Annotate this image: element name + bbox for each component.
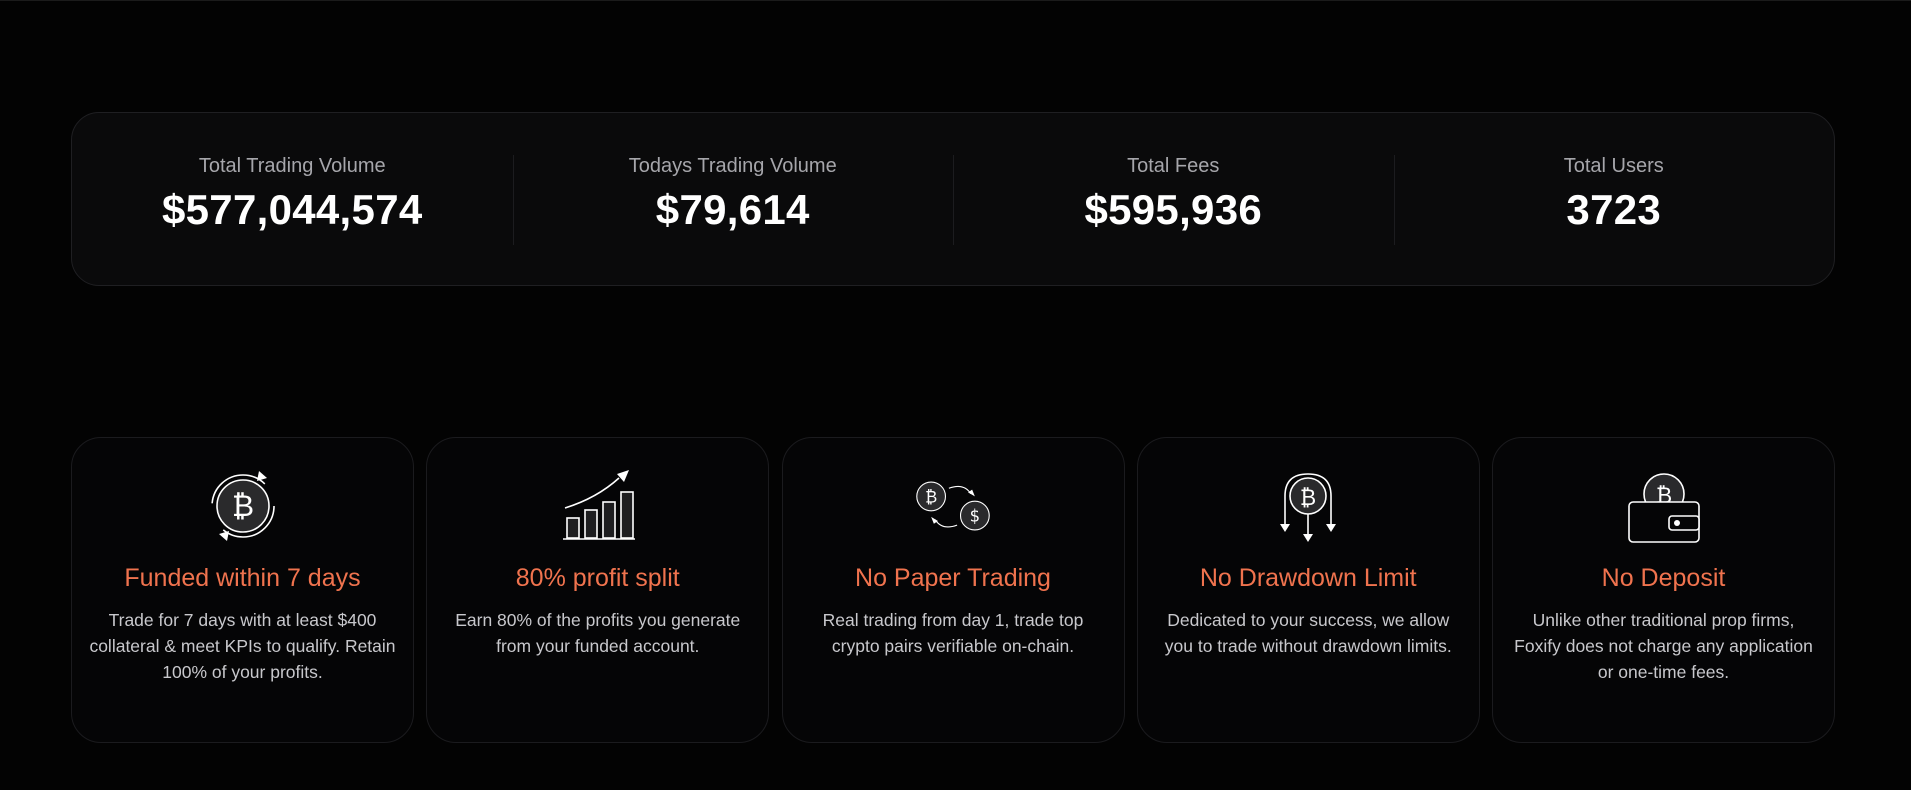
stat-value: $595,936 bbox=[1084, 185, 1263, 233]
stat-total-trading-volume: Total Trading Volume $577,044,574 bbox=[72, 113, 513, 285]
stats-panel: Total Trading Volume $577,044,574 Todays… bbox=[71, 112, 1835, 286]
feature-card-no-deposit: ₿ No Deposit Unlike other traditional pr… bbox=[1492, 437, 1835, 743]
feature-description: Unlike other traditional prop firms, Fox… bbox=[1514, 610, 1813, 682]
svg-text:₿: ₿ bbox=[925, 488, 937, 507]
feature-title: No Deposit bbox=[1601, 564, 1726, 592]
stat-label: Total Trading Volume bbox=[198, 154, 386, 177]
svg-text:₿: ₿ bbox=[231, 489, 253, 524]
feature-description: Trade for 7 days with at least $400 coll… bbox=[89, 610, 396, 682]
feature-title: Funded within 7 days bbox=[124, 564, 361, 592]
crypto-exchange-icon: ₿ $ bbox=[912, 468, 994, 544]
stat-total-users: Total Users 3723 bbox=[1393, 113, 1835, 285]
stat-value: $79,614 bbox=[655, 185, 810, 233]
feature-title: 80% profit split bbox=[515, 564, 680, 592]
feature-card-no-paper-trading: ₿ $ No Paper Trading Real trading from d… bbox=[781, 437, 1125, 743]
svg-text:$: $ bbox=[970, 507, 980, 526]
feature-cards: ₿ Funded within 7 days Trade for 7 days … bbox=[71, 437, 1835, 743]
feature-description: Real trading from day 1, trade top crypt… bbox=[822, 610, 1084, 656]
feature-card-no-drawdown: ₿ No Drawdown Limit Dedicated to your su… bbox=[1136, 437, 1480, 743]
feature-card-profit-split: 80% profit split Earn 80% of the profits… bbox=[426, 437, 770, 743]
stat-label: Total Fees bbox=[1127, 154, 1220, 177]
feature-description: Earn 80% of the profits you generate fro… bbox=[455, 610, 741, 656]
stat-value: $577,044,574 bbox=[161, 185, 423, 233]
bitcoin-cycle-icon: ₿ bbox=[202, 468, 284, 544]
bitcoin-down-arrows-icon: ₿ bbox=[1267, 468, 1349, 544]
feature-title: No Paper Trading bbox=[855, 564, 1051, 592]
feature-card-funded: ₿ Funded within 7 days Trade for 7 days … bbox=[71, 437, 414, 743]
feature-title: No Drawdown Limit bbox=[1199, 564, 1417, 592]
growth-chart-icon bbox=[557, 468, 639, 544]
stat-total-fees: Total Fees $595,936 bbox=[953, 113, 1394, 285]
svg-text:₿: ₿ bbox=[1300, 486, 1316, 511]
stat-todays-trading-volume: Todays Trading Volume $79,614 bbox=[512, 113, 954, 285]
feature-description: Dedicated to your success, we allow you … bbox=[1164, 610, 1452, 656]
stat-label: Total Users bbox=[1563, 154, 1664, 177]
stat-value: 3723 bbox=[1566, 185, 1662, 233]
bitcoin-wallet-icon: ₿ bbox=[1623, 468, 1705, 544]
stat-label: Todays Trading Volume bbox=[628, 154, 837, 177]
